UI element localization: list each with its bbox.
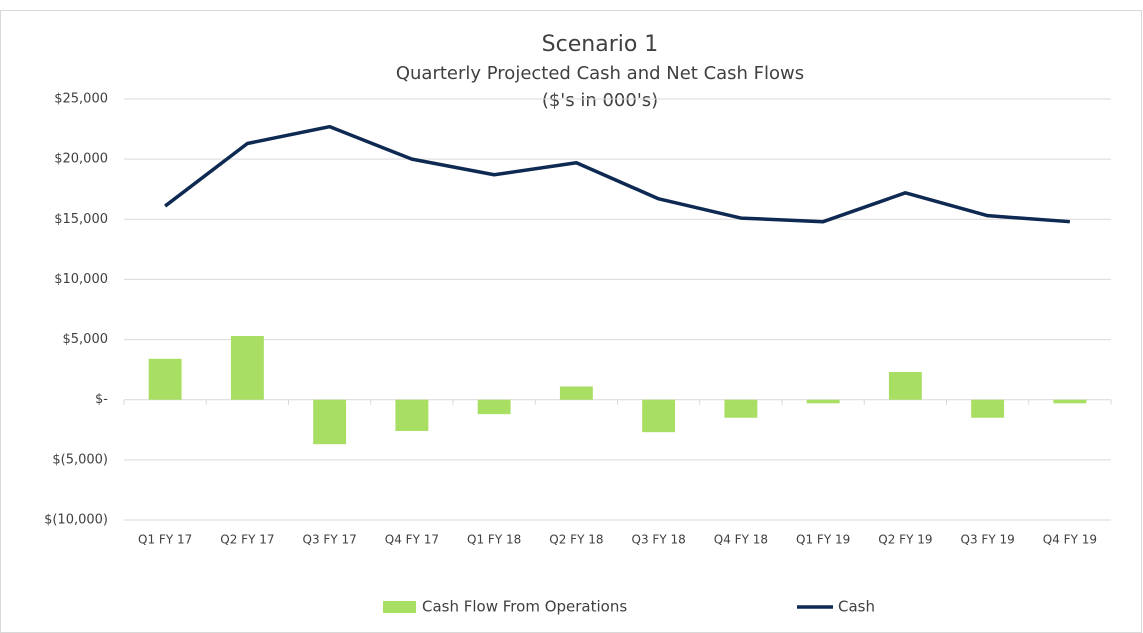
x-tick-label: Q1 FY 19 xyxy=(796,533,850,547)
line xyxy=(164,124,1071,224)
legend-swatch xyxy=(383,601,416,613)
bar xyxy=(395,399,429,431)
x-tick-label: Q3 FY 19 xyxy=(961,533,1015,547)
y-tick-label: $(10,000) xyxy=(44,513,108,528)
legend-label: Cash xyxy=(838,598,875,616)
chart-subtitle: Quarterly Projected Cash and Net Cash Fl… xyxy=(396,63,804,84)
x-tick-label: Q4 FY 19 xyxy=(1043,533,1097,547)
bar xyxy=(559,386,593,400)
chart-title: Scenario 1 xyxy=(542,32,659,57)
bar xyxy=(888,372,922,400)
y-tick-label: $20,000 xyxy=(54,152,108,167)
bar xyxy=(971,399,1005,418)
chart-border xyxy=(0,10,1142,633)
y-tick-label: $10,000 xyxy=(54,272,108,287)
bar xyxy=(806,399,840,404)
y-tick-label: $25,000 xyxy=(54,92,108,107)
bar xyxy=(477,399,511,415)
units-note: ($'s in 000's) xyxy=(542,90,658,111)
bar xyxy=(642,399,676,433)
x-tick-label: Q2 FY 18 xyxy=(549,533,603,547)
bar xyxy=(1053,399,1087,404)
x-tick-label: Q4 FY 18 xyxy=(714,533,768,547)
bar xyxy=(313,399,347,445)
bar xyxy=(148,358,182,400)
x-tick-label: Q1 FY 18 xyxy=(467,533,521,547)
x-tick-label: Q2 FY 17 xyxy=(220,533,274,547)
x-tick-label: Q2 FY 19 xyxy=(878,533,932,547)
y-tick-label: $(5,000) xyxy=(52,452,108,467)
y-tick-label: $5,000 xyxy=(63,332,109,347)
bar xyxy=(724,399,758,418)
bar xyxy=(230,335,264,400)
x-tick-label: Q1 FY 17 xyxy=(138,533,192,547)
y-tick-label: $15,000 xyxy=(54,212,108,227)
y-tick-label: $- xyxy=(95,392,108,407)
x-tick-label: Q3 FY 18 xyxy=(632,533,686,547)
legend-label: Cash Flow From Operations xyxy=(422,598,627,616)
x-tick-label: Q3 FY 17 xyxy=(303,533,357,547)
x-tick-label: Q4 FY 17 xyxy=(385,533,439,547)
